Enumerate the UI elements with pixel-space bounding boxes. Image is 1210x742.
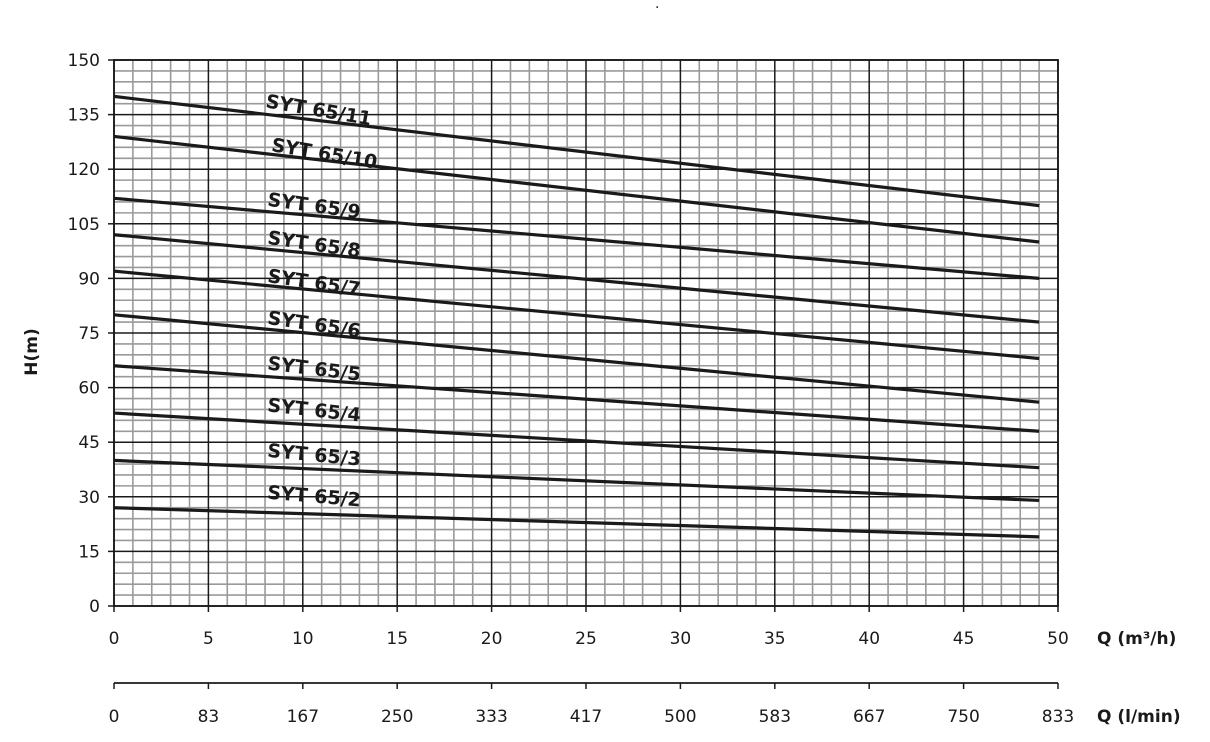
secondary-x-tick-label: 167 <box>287 707 319 727</box>
series-line <box>113 364 1040 433</box>
series-line <box>113 269 1040 361</box>
series-line <box>113 134 1040 244</box>
series-label: SYT 65/11 <box>264 91 373 131</box>
x-tick-labels: 0 5 10 15 20 25 30 35 40 45 50 <box>109 629 1069 649</box>
series-lines <box>113 94 1040 539</box>
series-label: SYT 65/7 <box>266 265 362 300</box>
series-label: SYT 65/9 <box>266 189 362 224</box>
x-axis-title: Q (m³/h) <box>1097 629 1176 649</box>
y-tick-label: 120 <box>68 160 100 180</box>
y-tick-label: 0 <box>89 597 100 617</box>
y-tick-labels: 0 15 30 45 60 75 90 105 120 135 150 <box>68 51 100 617</box>
x-tick-label: 0 <box>109 629 120 649</box>
series-line <box>113 313 1040 404</box>
secondary-x-tick-label: 750 <box>947 707 979 727</box>
secondary-x-tick-label: 83 <box>198 707 220 727</box>
series-line <box>113 411 1040 470</box>
series-label: SYT 65/6 <box>266 307 362 342</box>
secondary-x-axis-title: Q (l/min) <box>1097 707 1181 727</box>
y-tick-label: 75 <box>78 324 100 344</box>
series-line <box>113 94 1040 208</box>
series-label: SYT 65/10 <box>270 134 379 173</box>
secondary-x-tick-label: 583 <box>759 707 791 727</box>
y-tick-label: 45 <box>78 433 100 453</box>
secondary-x-tick-label: 500 <box>664 707 696 727</box>
y-axis-title: H(m) <box>22 328 42 375</box>
y-tick-label: 30 <box>78 488 100 508</box>
top-mark: . <box>655 0 659 12</box>
x-tick-label: 45 <box>953 629 975 649</box>
y-tick-label: 15 <box>78 542 100 562</box>
x-tick-label: 20 <box>481 629 503 649</box>
series-line <box>113 506 1040 539</box>
y-tick-label: 90 <box>78 269 100 289</box>
y-tick-label: 135 <box>68 106 100 126</box>
x-tick-label: 30 <box>670 629 692 649</box>
secondary-x-tick-label: 833 <box>1042 707 1074 727</box>
y-tick-label: 105 <box>68 215 100 235</box>
y-tick-label: 150 <box>68 51 100 71</box>
series-line <box>113 458 1040 503</box>
secondary-x-tick-labels: 0 83 167 250 333 417 500 583 667 750 833 <box>109 707 1075 727</box>
secondary-x-tick-label: 0 <box>109 707 120 727</box>
x-tick-label: 40 <box>858 629 880 649</box>
x-tick-label: 25 <box>575 629 597 649</box>
y-tick-label: 60 <box>78 379 100 399</box>
secondary-x-tick-label: 333 <box>475 707 507 727</box>
series-line <box>113 233 1040 324</box>
x-tick-label: 15 <box>386 629 408 649</box>
secondary-x-tick-label: 667 <box>853 707 885 727</box>
x-tick-label: 50 <box>1047 629 1069 649</box>
series-line <box>113 196 1040 280</box>
x-tick-label: 10 <box>292 629 314 649</box>
secondary-x-tick-label: 250 <box>381 707 413 727</box>
axes <box>108 59 1059 689</box>
secondary-x-tick-label: 417 <box>570 707 602 727</box>
x-tick-label: 5 <box>203 629 214 649</box>
x-tick-label: 35 <box>764 629 786 649</box>
